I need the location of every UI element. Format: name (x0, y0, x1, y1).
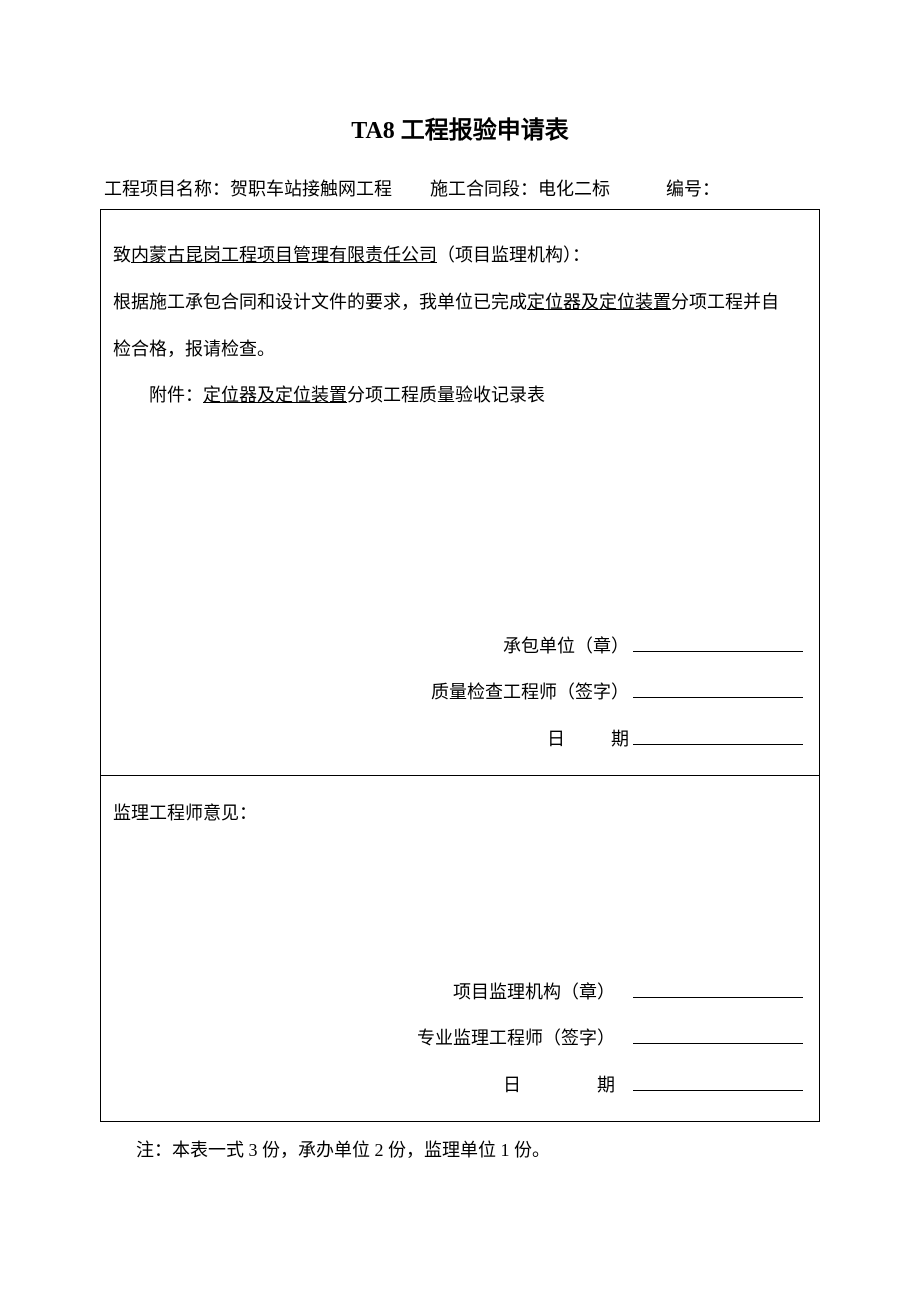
contract-value: 电化二标 (538, 179, 610, 199)
body-line-1: 根据施工承包合同和设计文件的要求，我单位已完成定位器及定位装置分项工程并自 (113, 279, 807, 326)
to-suffix: （项目监理机构）： (437, 245, 590, 265)
supervisor-engineer-row: 专业监理工程师（签字） (417, 1015, 803, 1062)
supervisor-opinion-heading: 监理工程师意见： (113, 790, 807, 837)
qc-engineer-label: 质量检查工程师（签字） (431, 669, 629, 716)
form-number: 编号： (666, 175, 720, 201)
body-prefix: 根据施工承包合同和设计文件的要求，我单位已完成 (113, 292, 527, 312)
contractor-seal-line (633, 634, 803, 652)
supervisor-date-line (633, 1073, 803, 1091)
date-char-2: 期 (611, 729, 629, 749)
applicant-section: 致内蒙古昆岗工程项目管理有限责任公司（项目监理机构）： 根据施工承包合同和设计文… (101, 210, 820, 776)
to-prefix: 致 (113, 245, 131, 265)
date-char-1: 日 (503, 1075, 597, 1095)
supervisor-date-label: 日期 (503, 1062, 615, 1109)
attach-item: 定位器及定位装置 (203, 385, 347, 405)
attach-suffix: 分项工程质量验收记录表 (347, 385, 545, 405)
form-table: 致内蒙古昆岗工程项目管理有限责任公司（项目监理机构）： 根据施工承包合同和设计文… (100, 209, 820, 1122)
supervisor-date-row: 日期 (417, 1062, 803, 1109)
contractor-seal-label: 承包单位（章） (503, 623, 629, 670)
number-label: 编号： (666, 179, 720, 199)
supervisor-section: 监理工程师意见： 项目监理机构（章） 专业监理工程师（签字） 日期 (101, 776, 820, 1122)
project-value: 贺职车站接触网工程 (230, 179, 392, 199)
contract-section: 施工合同段：电化二标 (430, 175, 610, 201)
contract-label: 施工合同段： (430, 179, 538, 199)
supervisor-engineer-label: 专业监理工程师（签字） (417, 1015, 615, 1062)
attach-prefix: 附件： (149, 385, 203, 405)
body-suffix: 分项工程并自 (671, 292, 779, 312)
applicant-date-line (633, 727, 803, 745)
attachment-line: 附件：定位器及定位装置分项工程质量验收记录表 (113, 372, 807, 419)
project-label: 工程项目名称： (104, 179, 230, 199)
header-row: 工程项目名称：贺职车站接触网工程 施工合同段：电化二标 编号： (100, 175, 820, 201)
supervisor-org-seal-label: 项目监理机构（章） (453, 969, 615, 1016)
supervisor-org-seal-line (633, 980, 803, 998)
applicant-date-label: 日期 (547, 716, 629, 763)
project-name: 工程项目名称：贺职车站接触网工程 (104, 175, 392, 201)
applicant-date-row: 日期 (431, 716, 803, 763)
supervisor-engineer-line (633, 1026, 803, 1044)
date-char-2: 期 (597, 1075, 615, 1095)
work-item: 定位器及定位装置 (527, 292, 671, 312)
supervisor-org: 内蒙古昆岗工程项目管理有限责任公司 (131, 245, 437, 265)
date-char-1: 日 (547, 729, 611, 749)
contractor-seal-row: 承包单位（章） (431, 623, 803, 670)
footer-note: 注：本表一式 3 份，承办单位 2 份，监理单位 1 份。 (100, 1136, 820, 1162)
addressee-line: 致内蒙古昆岗工程项目管理有限责任公司（项目监理机构）： (113, 232, 807, 279)
form-title: TA8 工程报验申请表 (100, 110, 820, 145)
qc-engineer-row: 质量检查工程师（签字） (431, 669, 803, 716)
body-line-2: 检合格，报请检查。 (113, 326, 807, 373)
supervisor-signature-block: 项目监理机构（章） 专业监理工程师（签字） 日期 (417, 969, 803, 1109)
supervisor-org-seal-row: 项目监理机构（章） (417, 969, 803, 1016)
qc-engineer-line (633, 680, 803, 698)
applicant-signature-block: 承包单位（章） 质量检查工程师（签字） 日期 (431, 623, 803, 763)
